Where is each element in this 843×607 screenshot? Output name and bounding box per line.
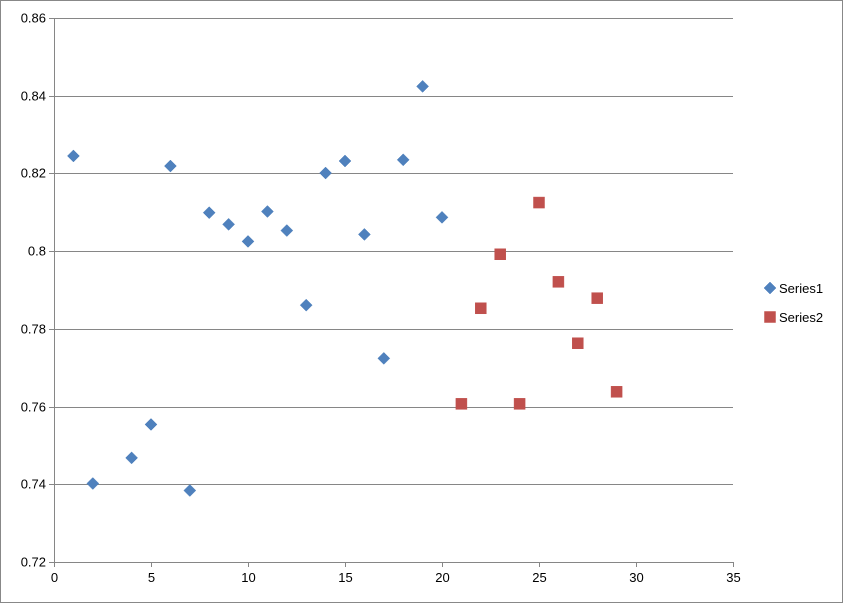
y-tick-label: 0.78 xyxy=(21,322,46,337)
data-point-series1 xyxy=(280,224,294,237)
y-tick-label: 0.72 xyxy=(21,555,46,570)
y-tick-label: 0.76 xyxy=(21,400,46,415)
data-point-series1 xyxy=(222,217,235,231)
data-point-series1 xyxy=(241,235,255,248)
x-tick-label: 5 xyxy=(148,570,155,585)
x-tick-label: 30 xyxy=(629,570,643,585)
legend-item-series1: Series1 xyxy=(763,281,823,296)
legend-marker-series1 xyxy=(763,281,777,295)
data-point-series1 xyxy=(125,451,138,465)
legend-item-series2: Series2 xyxy=(764,310,823,325)
legend-label-series2: Series2 xyxy=(779,310,823,325)
x-tick-label: 0 xyxy=(51,570,58,585)
data-point-series1 xyxy=(183,484,197,497)
y-tick-label: 0.86 xyxy=(21,11,46,26)
data-point-series1 xyxy=(299,298,313,312)
data-point-series2 xyxy=(533,196,545,209)
y-tick-label: 0.8 xyxy=(28,244,46,259)
data-point-series1 xyxy=(202,206,216,220)
legend: Series1 Series2 xyxy=(763,281,823,325)
data-point-series2 xyxy=(591,292,603,304)
data-point-series1 xyxy=(319,166,332,180)
data-point-series1 xyxy=(377,352,391,365)
data-point-series2 xyxy=(572,337,584,349)
data-point-series1 xyxy=(358,228,371,241)
data-point-series1 xyxy=(261,205,274,218)
legend-marker-series2 xyxy=(764,311,776,323)
data-point-series1 xyxy=(396,153,410,167)
data-point-series1 xyxy=(86,477,100,490)
data-point-series2 xyxy=(552,276,565,288)
data-point-series1 xyxy=(144,418,158,431)
data-point-series1 xyxy=(435,210,449,224)
gridlines xyxy=(54,18,733,485)
y-tick-label: 0.84 xyxy=(21,89,46,104)
series-2 xyxy=(455,196,623,410)
data-point-series2 xyxy=(610,386,623,398)
data-point-series1 xyxy=(164,159,177,173)
series-1 xyxy=(67,80,449,497)
data-point-series2 xyxy=(475,302,487,315)
x-tick-label: 25 xyxy=(532,570,546,585)
data-points xyxy=(67,80,623,497)
data-point-series2 xyxy=(455,398,468,410)
y-tick-label: 0.74 xyxy=(21,477,46,492)
data-point-series2 xyxy=(513,398,526,410)
x-tick-label: 15 xyxy=(338,570,352,585)
data-point-series2 xyxy=(494,248,506,261)
data-point-series1 xyxy=(416,80,429,93)
y-tick-labels: 0.72 0.74 0.76 0.78 0.8 0.82 0.84 0.86 xyxy=(21,11,46,570)
x-tick-labels: 0 5 10 15 20 25 30 35 xyxy=(51,570,741,585)
axes xyxy=(49,18,734,567)
x-tick-label: 20 xyxy=(435,570,449,585)
x-tick-label: 10 xyxy=(241,570,255,585)
data-point-series1 xyxy=(338,154,352,168)
legend-label-series1: Series1 xyxy=(779,281,823,296)
data-point-series1 xyxy=(67,149,80,163)
y-tick-label: 0.82 xyxy=(21,166,46,181)
x-tick-label: 35 xyxy=(726,570,740,585)
